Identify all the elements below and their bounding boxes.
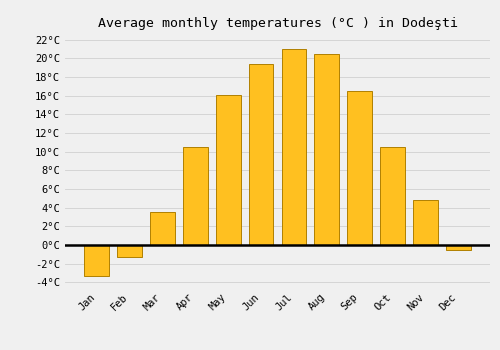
Bar [446, 245, 470, 250]
Bar [380, 147, 405, 245]
Bar [413, 200, 438, 245]
Bar [282, 49, 306, 245]
Title: Average monthly temperatures (°C ) in Dodeşti: Average monthly temperatures (°C ) in Do… [98, 17, 458, 30]
Bar [314, 54, 339, 245]
Bar [150, 212, 174, 245]
Bar [348, 91, 372, 245]
Bar [216, 95, 240, 245]
Bar [84, 245, 109, 276]
Bar [183, 147, 208, 245]
Bar [117, 245, 142, 257]
Bar [248, 64, 274, 245]
